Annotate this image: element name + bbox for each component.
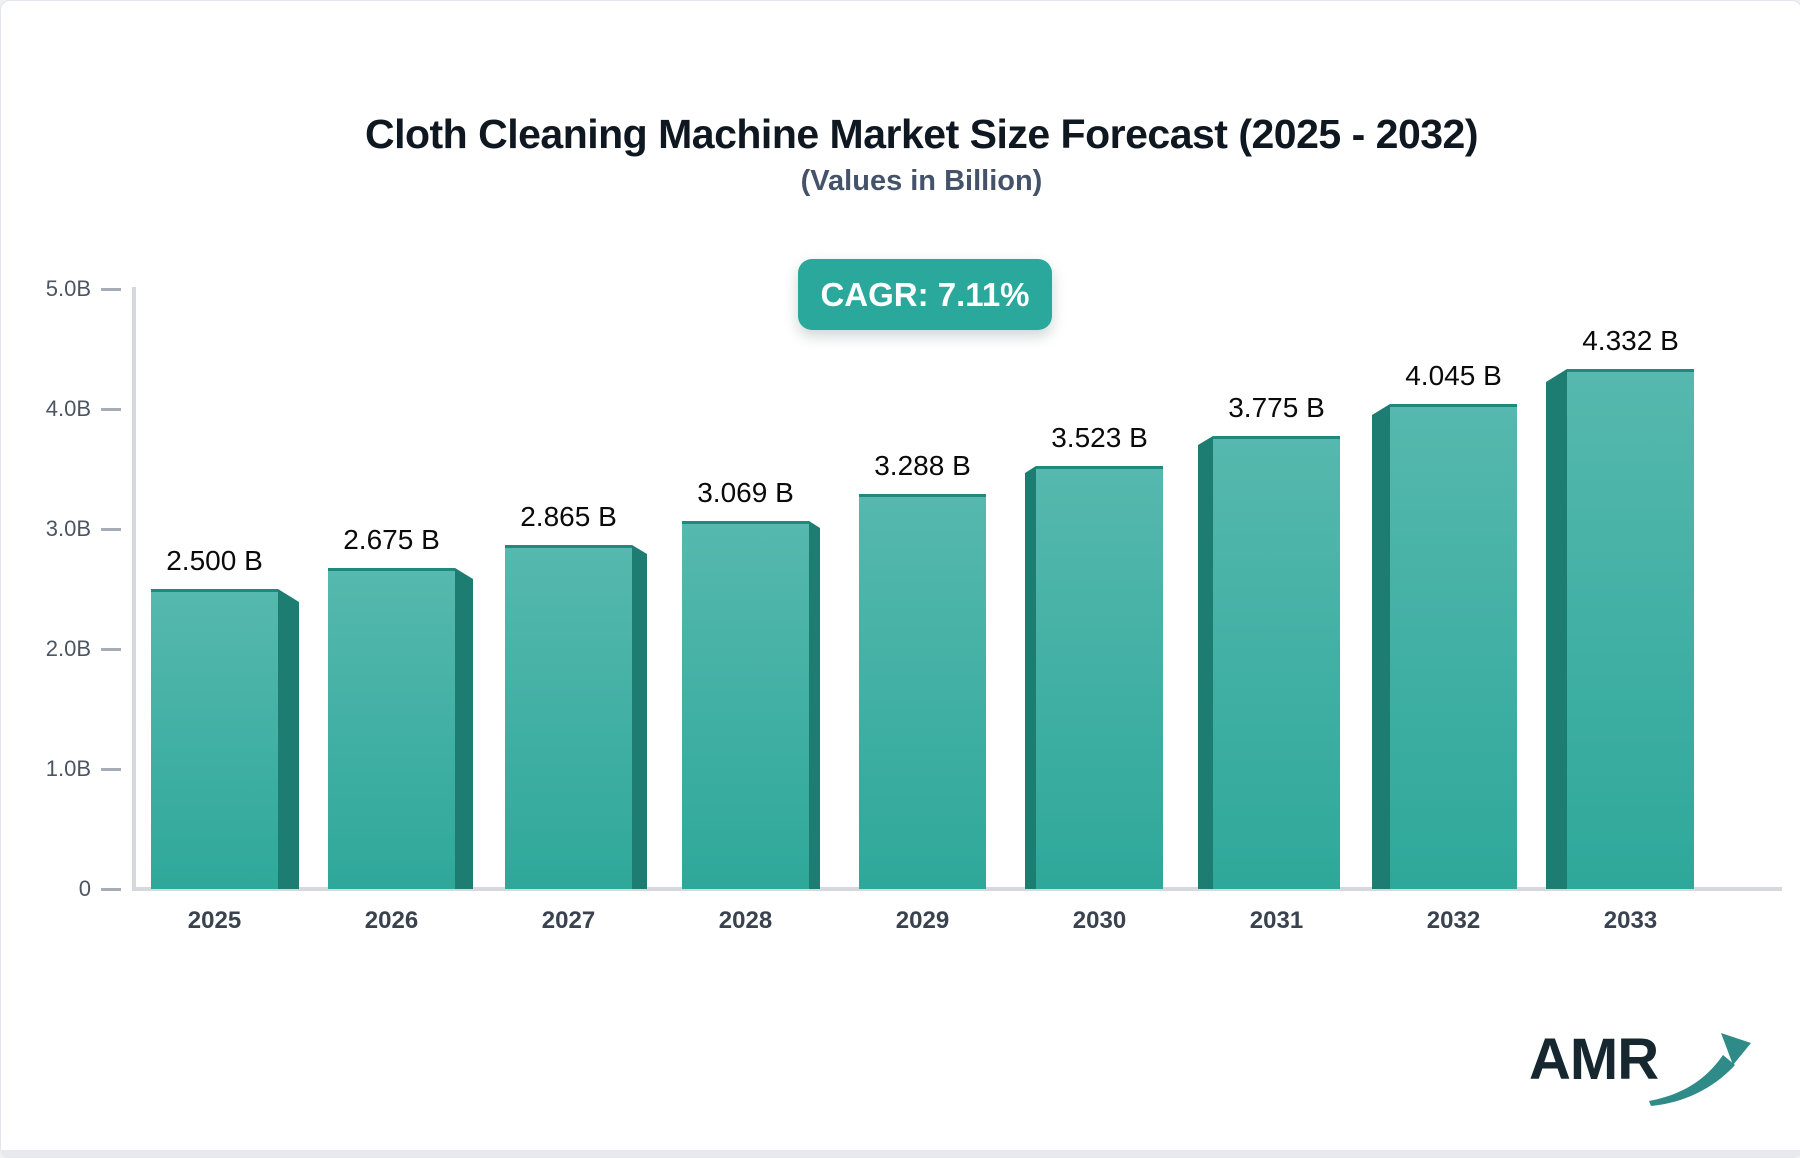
x-axis-label-2032: 2032 [1426, 907, 1481, 934]
bar-value-label: 2.675 B [343, 524, 440, 555]
bar-value-label: 3.775 B [1228, 392, 1325, 423]
x-axis-line [132, 887, 1782, 891]
bar-face-2030[interactable] [1036, 466, 1163, 889]
y-tick-label: 1.0B [45, 756, 91, 781]
y-tick-label: 2.0B [45, 636, 91, 661]
bar-side-face [1025, 466, 1036, 889]
y-tick-label: 5.0B [45, 276, 91, 301]
y-tick-mark [101, 408, 121, 411]
logo-growth-arrow-icon [1649, 1033, 1751, 1106]
bar-side-face [455, 568, 473, 889]
y-axis-line [132, 287, 136, 889]
bar-side-face [1372, 404, 1390, 889]
bar-value-label: 3.523 B [1051, 422, 1148, 453]
amr-logo: AMR [1529, 1027, 1751, 1111]
bar-value-label: 2.865 B [520, 501, 617, 532]
x-axis-label-2026: 2026 [364, 907, 419, 934]
bar-value-label: 2.500 B [166, 545, 263, 576]
x-axis-label-2028: 2028 [718, 907, 773, 934]
bar-side-face [1546, 369, 1567, 889]
y-tick-mark [101, 288, 121, 291]
bar-face-2026[interactable] [328, 568, 455, 889]
y-tick-label: 0 [78, 876, 91, 901]
bar-value-label: 4.045 B [1405, 360, 1502, 391]
bar-side-face [1198, 436, 1213, 889]
x-axis-label-2031: 2031 [1249, 907, 1304, 934]
x-axis-label-2025: 2025 [187, 907, 242, 934]
bar-side-face [632, 545, 647, 889]
bar-face-2025[interactable] [151, 589, 278, 889]
bar-face-2032[interactable] [1390, 404, 1517, 889]
chart-title: Cloth Cleaning Machine Market Size Forec… [364, 111, 1479, 157]
bar-face-2027[interactable] [505, 545, 632, 889]
bar-value-label: 3.069 B [697, 477, 794, 508]
amr-logo-text: AMR [1529, 1027, 1659, 1092]
bar-side-face [809, 521, 820, 889]
y-tick-label: 4.0B [45, 396, 91, 421]
cagr-badge: CAGR: 7.11% [798, 259, 1052, 330]
bar-face-2029[interactable] [859, 494, 986, 889]
bar-value-label: 4.332 B [1582, 325, 1679, 356]
bar-side-face [278, 589, 299, 889]
chart-subtitle: (Values in Billion) [800, 165, 1043, 197]
bottom-edge-strip [1, 1150, 1800, 1157]
y-tick-mark [101, 888, 121, 891]
x-axis-label-2030: 2030 [1072, 907, 1127, 934]
bar-value-label: 3.288 B [874, 450, 971, 481]
y-tick-label: 3.0B [45, 516, 91, 541]
y-tick-mark [101, 768, 121, 771]
bar-face-2031[interactable] [1213, 436, 1340, 889]
x-axis-label-2033: 2033 [1603, 907, 1658, 934]
x-axis-label-2027: 2027 [541, 907, 596, 934]
x-axis-label-2029: 2029 [895, 907, 950, 934]
bar-face-2028[interactable] [682, 521, 809, 889]
bar-face-2033[interactable] [1567, 369, 1694, 889]
y-tick-mark [101, 528, 121, 531]
y-tick-mark [101, 648, 121, 651]
